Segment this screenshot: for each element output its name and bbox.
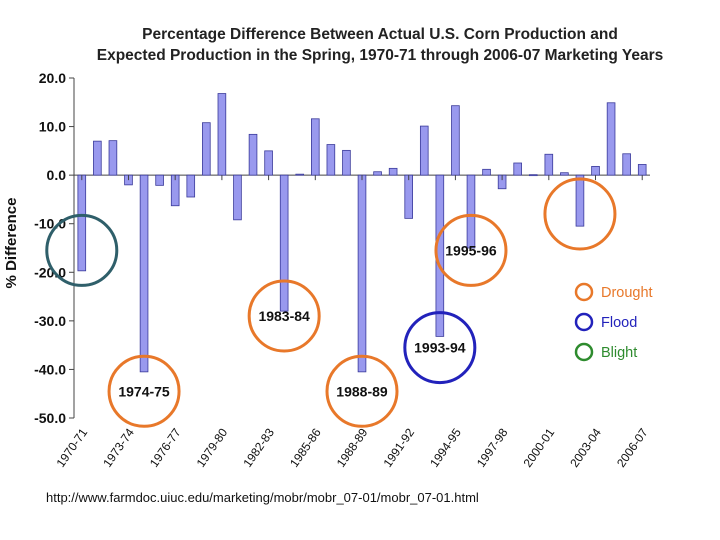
y-tick-label: -10.0: [34, 216, 66, 232]
bar: [357, 174, 367, 373]
annotation-label: 1983-84: [258, 308, 310, 324]
bar: [606, 102, 616, 176]
x-tick-label: 1973-74: [100, 425, 137, 469]
y-tick-label: -40.0: [34, 361, 66, 377]
bar: [513, 162, 522, 176]
legend-marker: [574, 342, 594, 362]
bar: [466, 174, 476, 249]
source-url[interactable]: http://www.farmdoc.uiuc.edu/marketing/mo…: [46, 490, 479, 505]
x-tick-label: 2006-07: [614, 425, 651, 469]
x-tick-label: 1988-89: [334, 425, 371, 469]
annotation-circle: [247, 279, 321, 353]
bar: [93, 140, 102, 176]
bar: [591, 165, 600, 176]
bar: [419, 125, 429, 176]
x-tick-label: 2000-01: [521, 425, 558, 469]
bar: [373, 171, 382, 176]
annotation-circle: [434, 213, 508, 287]
bar: [451, 105, 460, 176]
bar: [202, 122, 211, 176]
annotation-circle: [45, 213, 119, 287]
x-tick-label: 2003-04: [567, 425, 604, 469]
annotation-circle: [107, 354, 181, 428]
annotation-label: 1993-94: [414, 340, 466, 356]
bar: [311, 118, 320, 176]
bar: [186, 174, 196, 198]
bar: [233, 174, 242, 221]
legend-label: Blight: [601, 345, 637, 361]
annotation-label: 1995-96: [445, 242, 497, 258]
bar: [560, 172, 569, 176]
bar: [637, 164, 647, 176]
y-tick-label: -30.0: [34, 313, 66, 329]
legend-marker: [574, 282, 594, 302]
annotation-label: 1988-89: [336, 383, 388, 399]
y-tick-label: 10.0: [39, 119, 66, 135]
x-tick-label: 1991-92: [380, 425, 417, 469]
x-tick-label: 1979-80: [194, 425, 231, 469]
bar: [528, 174, 538, 177]
bar: [342, 149, 351, 176]
annotation-circle: [403, 311, 477, 385]
chart-title-line1: Percentage Difference Between Actual U.S…: [142, 26, 618, 43]
chart-title-line2: Expected Production in the Spring, 1970-…: [96, 47, 664, 64]
bar: [77, 174, 87, 272]
x-tick-label: 1970-71: [54, 425, 91, 469]
bar: [404, 174, 413, 219]
y-tick-label: 20.0: [39, 70, 66, 86]
bar: [622, 153, 631, 176]
bar: [482, 168, 491, 176]
x-tick-label: 1985-86: [287, 425, 324, 469]
x-tick-label: 1976-77: [147, 425, 184, 469]
y-tick-label: 0.0: [47, 167, 67, 183]
bar: [295, 173, 305, 176]
legend-marker: [574, 312, 594, 332]
bar: [279, 174, 289, 312]
bar: [108, 140, 118, 176]
annotation-label: 1974-75: [118, 383, 170, 399]
bar: [388, 167, 398, 176]
legend-label: Drought: [601, 285, 653, 301]
x-tick-label: 1994-95: [427, 425, 464, 469]
bar: [139, 174, 149, 373]
bar: [575, 174, 585, 227]
x-tick-label: 1997-98: [474, 425, 511, 469]
bar: [544, 153, 554, 176]
y-tick-label: -50.0: [34, 410, 66, 426]
bar: [217, 93, 227, 176]
bar: [248, 133, 258, 176]
y-axis-label: % Difference: [3, 198, 20, 289]
chart-title: Percentage Difference Between Actual U.S…: [70, 24, 690, 66]
bar: [326, 144, 336, 176]
legend-label: Flood: [601, 315, 637, 331]
x-tick-label: 1982-83: [240, 425, 277, 469]
annotation-circle: [325, 354, 399, 428]
annotation-circle: [543, 177, 617, 251]
bar: [264, 150, 273, 176]
bar: [155, 174, 164, 186]
